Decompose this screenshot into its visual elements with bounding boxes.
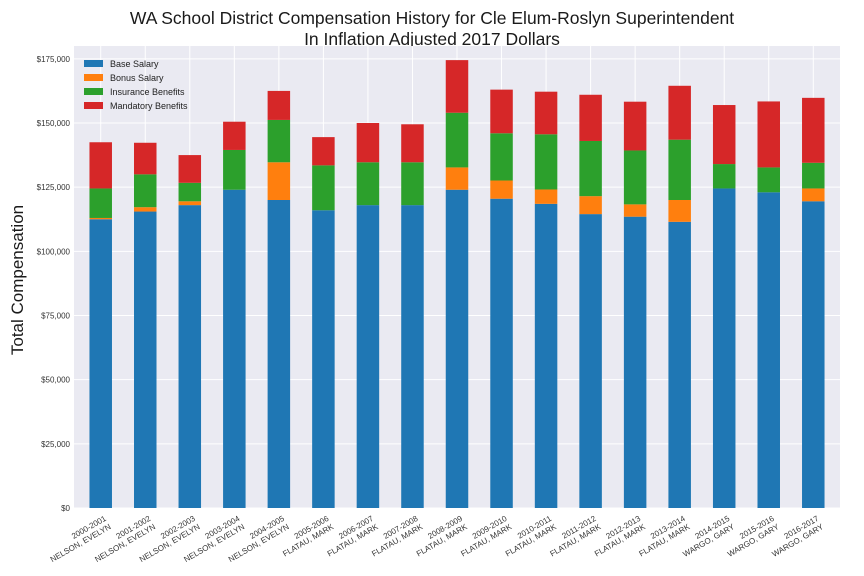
bar-segment bbox=[712, 188, 736, 508]
bar-segment bbox=[134, 142, 157, 175]
y-tick-label: $175,000 bbox=[37, 55, 71, 64]
bar-segment bbox=[89, 217, 112, 220]
y-tick-label: $50,000 bbox=[41, 376, 70, 385]
bar-segment bbox=[401, 124, 424, 163]
bar-segment bbox=[712, 164, 736, 189]
bar-segment bbox=[134, 207, 157, 212]
bar-segment bbox=[445, 60, 469, 113]
bar-segment bbox=[490, 133, 513, 181]
bar-segment bbox=[267, 90, 291, 120]
bar-segment bbox=[757, 101, 780, 168]
bar-segment bbox=[178, 201, 202, 206]
bar-segment bbox=[757, 192, 780, 509]
y-tick-label: $0 bbox=[61, 504, 70, 513]
bar-segment bbox=[223, 149, 246, 190]
bar-segment bbox=[267, 200, 291, 508]
bar-segment bbox=[579, 94, 602, 141]
bar-segment bbox=[267, 162, 291, 200]
bar-segment bbox=[623, 150, 647, 205]
bar-segment bbox=[712, 105, 736, 165]
bar-segment bbox=[623, 216, 647, 508]
chart-title-line-2: In Inflation Adjusted 2017 Dollars bbox=[304, 29, 560, 49]
bar-segment bbox=[312, 210, 335, 508]
legend-label: Insurance Benefits bbox=[110, 87, 185, 97]
bar-segment bbox=[223, 189, 246, 508]
bars bbox=[89, 60, 825, 509]
y-tick-label: $125,000 bbox=[37, 183, 71, 192]
bar-segment bbox=[178, 155, 202, 183]
legend-label: Base Salary bbox=[110, 59, 159, 69]
bar-segment bbox=[623, 204, 647, 217]
bar-segment bbox=[223, 121, 246, 150]
bar-segment bbox=[178, 182, 202, 202]
bar-segment bbox=[668, 200, 691, 222]
y-tick-label: $100,000 bbox=[37, 247, 71, 256]
bar-segment bbox=[579, 214, 602, 508]
bar-segment bbox=[579, 140, 602, 197]
y-axis-ticks: $0 $25,000 $50,000 $75,000 $100,000 $125,000 $… bbox=[37, 55, 71, 513]
legend-label: Bonus Salary bbox=[110, 73, 164, 83]
chart-title-line-1: WA School District Compensation History … bbox=[129, 8, 735, 28]
y-tick-label: $75,000 bbox=[41, 312, 70, 321]
bar-segment bbox=[802, 97, 825, 163]
bar-segment bbox=[802, 188, 825, 202]
bar-segment bbox=[89, 188, 112, 218]
bar-segment bbox=[89, 219, 112, 508]
bar-segment bbox=[134, 174, 157, 208]
bar-segment bbox=[401, 162, 424, 206]
bar-segment bbox=[579, 196, 602, 215]
legend-label: Mandatory Benefits bbox=[110, 101, 188, 111]
bar-segment bbox=[534, 91, 558, 135]
bar-segment bbox=[356, 123, 380, 163]
bar-segment bbox=[89, 142, 112, 189]
bar-segment bbox=[623, 101, 647, 151]
legend-swatch bbox=[84, 88, 103, 95]
legend-swatch bbox=[84, 74, 103, 81]
bar-segment bbox=[757, 167, 780, 193]
bar-segment bbox=[312, 165, 335, 211]
bar-segment bbox=[802, 201, 825, 509]
bar-segment bbox=[668, 85, 691, 140]
bar-segment bbox=[534, 189, 558, 204]
bar-segment bbox=[356, 162, 380, 206]
legend-swatch bbox=[84, 102, 103, 109]
bar-segment bbox=[668, 139, 691, 200]
bar-segment bbox=[267, 119, 291, 163]
bar-segment bbox=[534, 134, 558, 190]
bar-segment bbox=[356, 205, 380, 508]
legend: Base Salary Bonus Salary Insurance Benefit… bbox=[84, 59, 188, 111]
bar-segment bbox=[401, 205, 424, 508]
bar-segment bbox=[134, 211, 157, 509]
bar-segment bbox=[312, 137, 335, 166]
y-tick-label: $25,000 bbox=[41, 440, 70, 449]
bar-segment bbox=[445, 167, 469, 190]
bar-segment bbox=[490, 89, 513, 134]
bar-segment bbox=[668, 221, 691, 509]
chart-title: WA School District Compensation History … bbox=[0, 8, 864, 50]
bar-segment bbox=[534, 203, 558, 508]
bar-segment bbox=[178, 205, 202, 508]
y-tick-label: $150,000 bbox=[37, 119, 71, 128]
bar-segment bbox=[445, 112, 469, 168]
bar-segment bbox=[445, 189, 469, 508]
bar-segment bbox=[490, 180, 513, 199]
bar-segment bbox=[802, 162, 825, 189]
legend-swatch bbox=[84, 60, 103, 67]
bar-segment bbox=[490, 198, 513, 508]
